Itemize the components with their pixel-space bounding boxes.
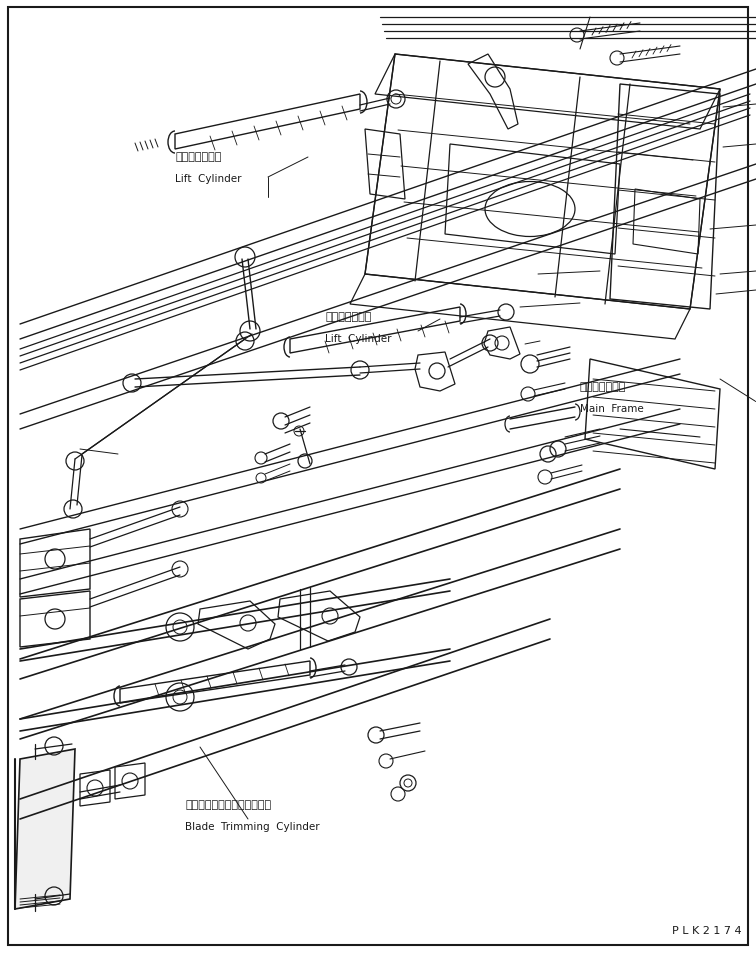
Polygon shape: [15, 749, 75, 909]
Text: P L K 2 1 7 4: P L K 2 1 7 4: [672, 925, 742, 935]
Text: Lift  Cylinder: Lift Cylinder: [325, 334, 392, 344]
Text: メインフレーム: メインフレーム: [580, 381, 627, 392]
Text: リフトシリンダ: リフトシリンダ: [175, 152, 222, 162]
Text: ブレードトリミングシリンダ: ブレードトリミングシリンダ: [185, 800, 271, 809]
Text: Blade  Trimming  Cylinder: Blade Trimming Cylinder: [185, 821, 320, 831]
Text: Main  Frame: Main Frame: [580, 403, 644, 414]
Text: Lift  Cylinder: Lift Cylinder: [175, 173, 241, 184]
Text: リフトシリンダ: リフトシリンダ: [325, 312, 371, 322]
